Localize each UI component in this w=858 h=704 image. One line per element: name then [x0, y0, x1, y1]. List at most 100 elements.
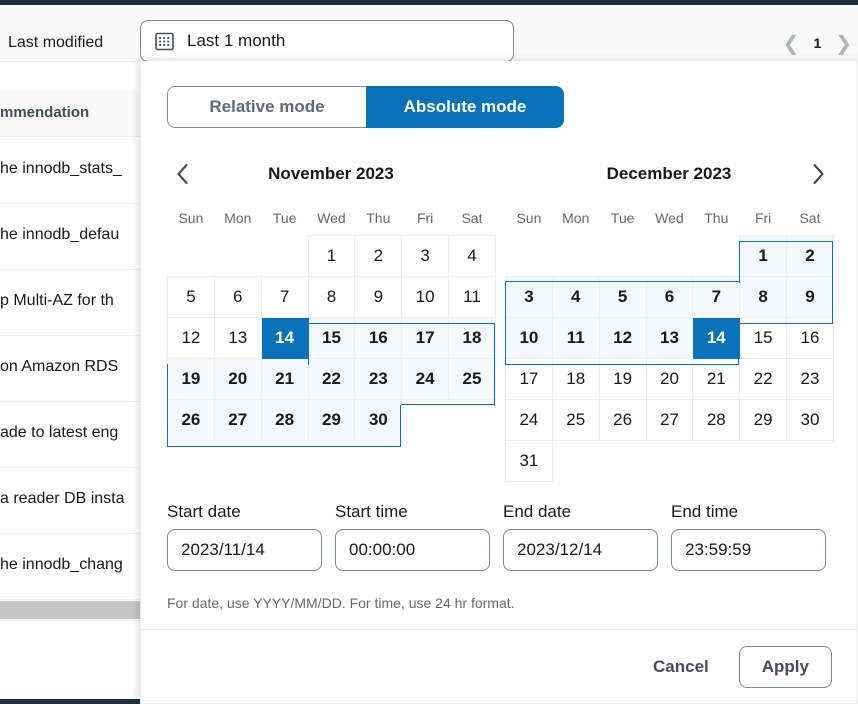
calendar-day-15[interactable]: 15 — [739, 317, 788, 359]
weekday-thu: Thu — [366, 210, 391, 226]
calendar-day-9[interactable]: 9 — [354, 276, 403, 318]
date-range-value: Last 1 month — [187, 31, 286, 50]
next-month-icon[interactable] — [803, 159, 833, 189]
calendar-day-11[interactable]: 11 — [551, 317, 600, 359]
calendar-day-20[interactable]: 20 — [645, 358, 694, 400]
start-date-field-group: Start date — [167, 502, 322, 571]
calendar-day-6[interactable]: 6 — [645, 276, 694, 318]
calendar-day-18[interactable]: 18 — [551, 358, 600, 400]
calendar-day-21[interactable]: 21 — [260, 358, 309, 400]
calendar-day-2[interactable]: 2 — [786, 235, 834, 277]
calendar-day-7[interactable]: 7 — [260, 276, 309, 318]
calendar-day-4[interactable]: 4 — [551, 276, 600, 318]
apply-button[interactable]: Apply — [738, 645, 832, 688]
calendar-day-30[interactable]: 30 — [354, 399, 403, 441]
calendar-day-11[interactable]: 11 — [448, 276, 496, 318]
calendar-day-22[interactable]: 22 — [739, 358, 788, 400]
end-time-input[interactable] — [671, 529, 826, 571]
cancel-button[interactable]: Cancel — [639, 647, 723, 687]
calendar-day-14[interactable]: 14 — [692, 317, 741, 359]
relative-mode-button[interactable]: Relative mode — [167, 86, 366, 128]
calendar-day-13[interactable]: 13 — [645, 317, 694, 359]
date-time-fields: Start date Start time End date End time — [167, 502, 833, 571]
calendar-day-27[interactable]: 27 — [213, 399, 262, 441]
calendar-day-28[interactable]: 28 — [692, 399, 741, 441]
calendar-day-17[interactable]: 17 — [401, 317, 450, 359]
calendar-day-27[interactable]: 27 — [645, 399, 694, 441]
calendar-day-9[interactable]: 9 — [786, 276, 834, 318]
calendar-day-13[interactable]: 13 — [213, 317, 262, 359]
calendar-day-14[interactable]: 14 — [260, 317, 309, 359]
calendar-day-25[interactable]: 25 — [448, 358, 496, 400]
start-time-input[interactable] — [335, 529, 490, 571]
calendar-day-19[interactable]: 19 — [598, 358, 647, 400]
calendar-day-12[interactable]: 12 — [167, 317, 215, 359]
calendar-cell-empty — [599, 236, 646, 277]
calendar-day-24[interactable]: 24 — [505, 399, 553, 441]
weekday-mon: Mon — [562, 210, 590, 227]
calendar-day-3[interactable]: 3 — [401, 235, 450, 277]
end-date-label: End date — [503, 502, 572, 521]
calendar-day-15[interactable]: 15 — [307, 317, 356, 359]
calendar-day-29[interactable]: 29 — [307, 399, 356, 441]
calendar-day-10[interactable]: 10 — [401, 276, 450, 318]
horizontal-scrollbar-thumb[interactable] — [0, 601, 140, 619]
pagination-prev-icon[interactable]: ❮ — [782, 31, 800, 55]
calendar-day-18[interactable]: 18 — [448, 317, 496, 359]
weekday-sat: Sat — [799, 210, 821, 226]
calendar-day-2[interactable]: 2 — [354, 235, 403, 277]
calendar-day-5[interactable]: 5 — [167, 276, 215, 318]
calendar-cell-empty — [168, 236, 215, 277]
cell-recommendation: ade to latest eng — [0, 424, 119, 441]
calendar-grid-november[interactable]: Sun Mon Tue Wed Thu Fri Sat 1 2 3 4 5 6 7 8 9 10 11 12 13 1… — [167, 201, 496, 441]
weekday-fri: Fri — [754, 210, 772, 226]
calendar-day-8[interactable]: 8 — [739, 276, 788, 318]
calendar-day-29[interactable]: 29 — [739, 399, 788, 441]
calendar-day-5[interactable]: 5 — [598, 276, 647, 318]
pagination-page-number[interactable]: 1 — [813, 35, 822, 51]
pagination-next-icon[interactable]: ❯ — [835, 31, 852, 55]
calendar-day-16[interactable]: 16 — [354, 317, 403, 359]
calendar-day-26[interactable]: 26 — [598, 399, 647, 441]
start-date-input[interactable] — [167, 529, 322, 571]
calendar-week-row: 26 27 28 29 30 — [167, 399, 496, 441]
weekday-sun: Sun — [516, 210, 542, 227]
weekday-tue: Tue — [610, 210, 635, 227]
weekday-wed: Wed — [655, 210, 684, 227]
calendar-day-24[interactable]: 24 — [401, 358, 450, 400]
calendar-grid-december[interactable]: Sun Mon Tue Wed Thu Fri Sat 1 2 3 4 5 6 7 8 9 10 11 12 13 1… — [505, 201, 834, 482]
pagination[interactable]: ❮ 1 ❯ — [783, 33, 852, 53]
calendar-day-31[interactable]: 31 — [505, 440, 553, 482]
calendar-day-1[interactable]: 1 — [307, 235, 356, 277]
calendar-day-6[interactable]: 6 — [213, 276, 262, 318]
absolute-mode-button[interactable]: Absolute mode — [366, 86, 564, 128]
end-date-input[interactable] — [503, 529, 658, 571]
calendar-header-december: December 2023 — [505, 153, 833, 195]
format-hint-text: For date, use YYYY/MM/DD. For time, use … — [167, 595, 515, 611]
weekday-mon: Mon — [224, 210, 252, 227]
calendar-day-1[interactable]: 1 — [739, 235, 788, 277]
calendar-day-30[interactable]: 30 — [786, 399, 834, 441]
calendar-day-19[interactable]: 19 — [167, 358, 215, 400]
calendar-day-7[interactable]: 7 — [692, 276, 741, 318]
calendar-day-8[interactable]: 8 — [307, 276, 356, 318]
calendar-day-12[interactable]: 12 — [598, 317, 647, 359]
weekday-wed: Wed — [317, 210, 346, 226]
calendar-day-17[interactable]: 17 — [505, 358, 553, 400]
calendar-day-16[interactable]: 16 — [786, 317, 834, 359]
calendar-day-4[interactable]: 4 — [448, 235, 496, 277]
calendar-day-22[interactable]: 22 — [307, 358, 356, 400]
calendar-day-23[interactable]: 23 — [786, 358, 834, 400]
calendar-day-26[interactable]: 26 — [167, 399, 215, 441]
calendar-day-25[interactable]: 25 — [551, 399, 600, 441]
calendar-day-20[interactable]: 20 — [213, 358, 262, 400]
calendar-day-3[interactable]: 3 — [505, 276, 553, 318]
calendar-day-10[interactable]: 10 — [505, 317, 553, 359]
previous-month-icon[interactable] — [167, 159, 197, 189]
calendar-day-21[interactable]: 21 — [692, 358, 741, 400]
calendar-week-row: 31 — [505, 440, 834, 482]
calendar-day-28[interactable]: 28 — [260, 399, 309, 441]
date-range-picker-trigger[interactable]: Last 1 month — [140, 20, 514, 62]
calendar-day-23[interactable]: 23 — [354, 358, 403, 400]
